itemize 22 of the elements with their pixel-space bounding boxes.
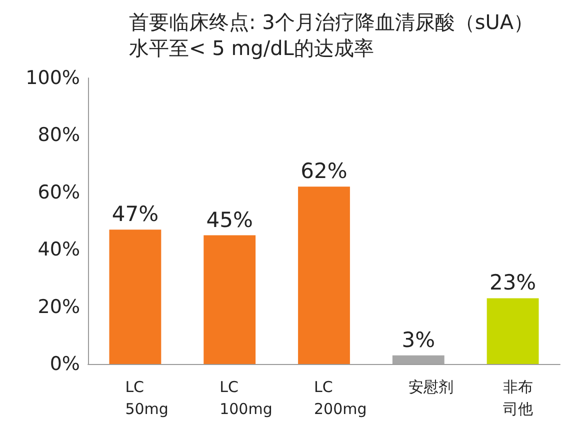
y-tick-label: 0% <box>50 353 80 375</box>
bar <box>298 186 350 364</box>
chart-title: 首要临床终点: 3个月治疗降血清尿酸（sUA）水平至< 5 mg/dL的达成率 <box>129 10 534 60</box>
bar <box>204 235 256 364</box>
y-tick-label: 60% <box>38 181 80 204</box>
y-tick-label: 100% <box>26 67 80 89</box>
x-tick-label: 非布司他 <box>502 378 533 418</box>
data-label: 23% <box>489 270 536 295</box>
data-label: 3% <box>402 328 436 352</box>
x-tick-label: LC 100mg <box>220 378 272 418</box>
y-tick-label: 80% <box>38 124 80 146</box>
y-tick-label: 20% <box>38 296 80 318</box>
bar <box>392 355 444 364</box>
x-tick-label: 安慰剂 <box>408 378 454 396</box>
x-tick-label: LC 50mg <box>125 378 168 418</box>
bar <box>486 298 539 364</box>
x-tick-label: LC 200mg <box>314 378 367 418</box>
y-tick-label: 40% <box>38 238 80 261</box>
data-label: 62% <box>300 159 348 184</box>
data-label: 47% <box>112 202 159 226</box>
bar <box>109 230 162 364</box>
data-label: 45% <box>206 208 253 232</box>
